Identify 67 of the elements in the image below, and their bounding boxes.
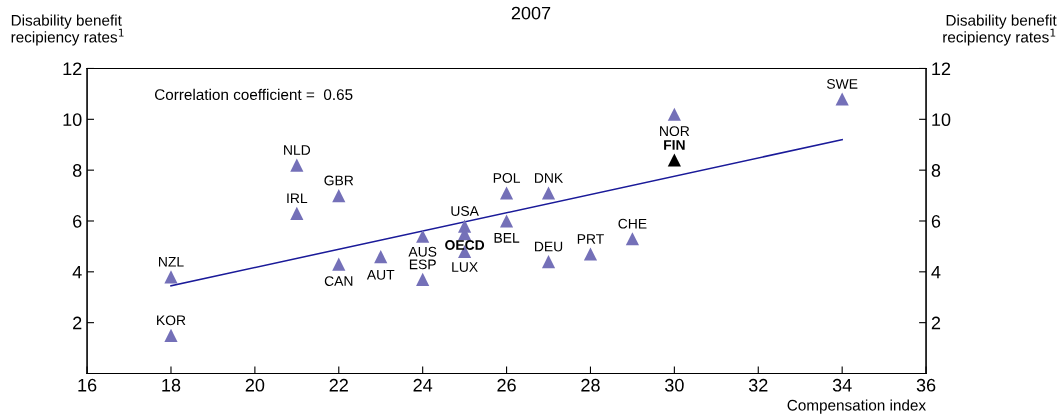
- annotation: DNK: [535, 173, 564, 183]
- point: [583, 247, 598, 261]
- point: [416, 229, 430, 243]
- y2-tick-label: 6: [931, 214, 941, 228]
- annotation: USA: [451, 206, 479, 216]
- point: [290, 206, 304, 220]
- point: [625, 232, 640, 246]
- annotation: DEU: [535, 241, 563, 252]
- y-tick-label: 2: [73, 316, 82, 330]
- annotation: GBR: [324, 175, 354, 186]
- point: [164, 270, 178, 284]
- y2-tick-label: 12: [932, 62, 951, 76]
- x-axis-title: Compensation index: [787, 399, 926, 414]
- annotation: Correlation coefficient = 0.65: [154, 88, 353, 101]
- annotation: AUT: [366, 270, 395, 280]
- annotation: CAN: [324, 276, 353, 286]
- point: [667, 153, 681, 167]
- y-axis-title: Disability benefit recipiency rates$^{1}$: [11, 14, 124, 46]
- x-tick-label: 22: [329, 378, 348, 392]
- point: [290, 158, 304, 172]
- y-tick-label: 8: [72, 164, 82, 177]
- annotation: FIN: [664, 140, 685, 150]
- point: [541, 186, 556, 200]
- annotation: NOR: [660, 126, 690, 137]
- x-tick-label: 16: [78, 378, 97, 392]
- annotation: ESP: [409, 259, 436, 270]
- x-tick-label: 30: [665, 378, 684, 392]
- y2-tick-label: 2: [931, 316, 941, 330]
- x-tick-label: 34: [832, 378, 852, 392]
- point: [499, 214, 514, 228]
- point: [835, 92, 849, 106]
- y2-tick-label: 10: [932, 113, 951, 127]
- point: [667, 107, 681, 121]
- x-tick-label: 26: [497, 378, 516, 392]
- y-tick-label: 6: [73, 214, 82, 228]
- point: [374, 249, 388, 264]
- annotation: IRL: [287, 193, 308, 204]
- x-tick-label: 24: [413, 378, 433, 392]
- annotation: POL: [493, 173, 521, 183]
- annotation: NLD: [284, 145, 311, 155]
- annotation: OECD: [445, 240, 485, 250]
- point: [164, 328, 178, 342]
- point: [332, 188, 346, 203]
- annotation: NZL: [159, 257, 184, 267]
- y2-tick-label: 8: [931, 164, 941, 177]
- chart-title: 2007: [511, 6, 551, 20]
- annotation: KOR: [157, 315, 186, 326]
- annotation: CHE: [618, 218, 647, 229]
- x-tick-label: 36: [916, 378, 936, 392]
- annotation: SWE: [826, 78, 858, 89]
- x-tick-label: 20: [245, 378, 265, 392]
- y-tick-label: 10: [63, 113, 82, 127]
- annotation: LUX: [452, 262, 478, 272]
- y2-tick-label: 4: [931, 265, 941, 279]
- annotation: BEL: [494, 233, 520, 243]
- point: [416, 272, 430, 287]
- point: [332, 257, 346, 271]
- y-tick-label: 12: [63, 62, 82, 76]
- x-tick-label: 32: [748, 378, 768, 392]
- y-tick-label: 4: [72, 265, 82, 279]
- x-tick-label: 18: [162, 378, 181, 392]
- point: [499, 186, 514, 200]
- annotation: PRT: [577, 234, 604, 244]
- x-tick-label: 28: [581, 378, 600, 392]
- y2-axis-title: Disability benefit recipiency rates$^{1}$: [943, 14, 1057, 46]
- annotation: AUS: [408, 246, 437, 257]
- point: [541, 255, 556, 269]
